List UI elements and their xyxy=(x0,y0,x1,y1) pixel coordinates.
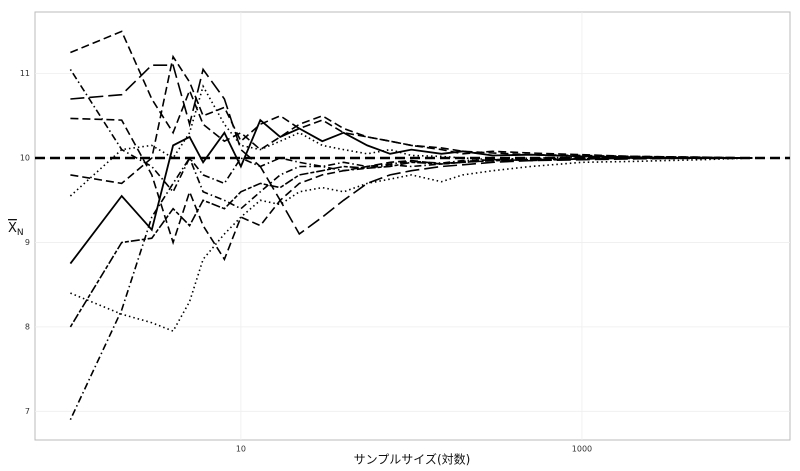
y-tick-label: 11 xyxy=(20,69,30,78)
series-line xyxy=(70,64,753,236)
series-line xyxy=(70,30,753,159)
x-tick-label: 10 xyxy=(236,445,246,454)
y-tick-label: 9 xyxy=(25,238,30,247)
y-axis-title-sub: N xyxy=(17,228,24,238)
series-line xyxy=(70,157,753,333)
y-tick-label: 8 xyxy=(25,322,30,331)
series-line xyxy=(69,156,753,421)
y-axis-title-main: X xyxy=(8,221,17,236)
y-tick-label: 7 xyxy=(25,407,30,416)
x-tick-label: 1000 xyxy=(572,445,592,454)
x-axis-title: サンプルサイズ(対数) xyxy=(354,452,471,467)
series-line xyxy=(70,117,753,262)
y-axis-title: XN xyxy=(8,221,24,238)
series-line xyxy=(69,157,753,328)
series-line xyxy=(70,54,753,185)
y-tick-label: 10 xyxy=(20,154,30,163)
